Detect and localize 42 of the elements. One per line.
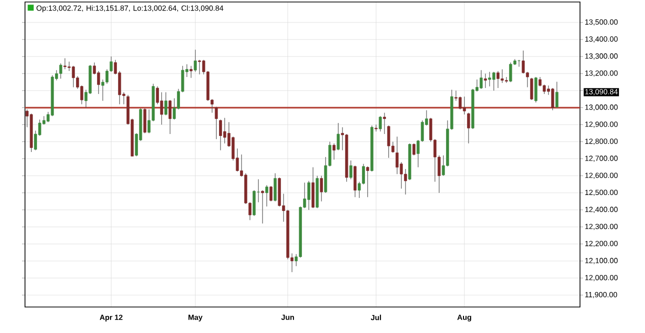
candlestick (534, 76, 538, 103)
candlestick (509, 62, 512, 82)
candlestick (59, 63, 62, 79)
candlestick (492, 72, 496, 91)
candlestick (555, 81, 558, 108)
candlestick (143, 108, 146, 134)
candlestick (332, 143, 336, 160)
candlestick (500, 69, 504, 84)
candlestick (551, 88, 554, 110)
candlestick (366, 166, 370, 198)
candlestick (387, 125, 390, 158)
candlestick (168, 100, 172, 134)
candlestick (214, 106, 218, 140)
candlestick (458, 96, 462, 110)
candlestick (522, 50, 525, 74)
candlestick (467, 112, 470, 144)
candlestick (484, 73, 487, 88)
candlestick (480, 70, 483, 90)
candlestick (164, 92, 168, 116)
candlestick (349, 160, 352, 180)
candlestick (320, 175, 323, 202)
candlestick (530, 78, 534, 100)
candlestick (261, 190, 264, 224)
candlestick (378, 116, 382, 132)
candlestick (274, 172, 277, 202)
candlestick (63, 58, 66, 70)
candlestick (488, 72, 492, 87)
candlestick (223, 118, 226, 144)
candlestick (354, 165, 357, 198)
candlestick (265, 184, 268, 207)
candlestick (194, 49, 197, 72)
candlestick (504, 76, 508, 84)
candlestick (270, 186, 272, 202)
candlestick (72, 66, 75, 88)
candlestick (307, 180, 310, 210)
candlestick (396, 136, 399, 174)
candlestick (412, 143, 416, 156)
candlestick (252, 190, 256, 216)
candlestick (462, 96, 466, 115)
candlestick (336, 122, 340, 151)
candlestick (190, 66, 193, 78)
candlestick (383, 112, 386, 134)
